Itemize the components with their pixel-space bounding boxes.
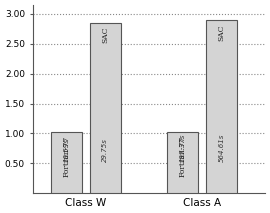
- Text: 197.37s: 197.37s: [180, 134, 186, 162]
- Bar: [51, 132, 82, 193]
- Text: SAC: SAC: [101, 27, 109, 43]
- Bar: [167, 132, 198, 193]
- Text: 10.59s: 10.59s: [63, 138, 70, 162]
- Text: Fortran-77: Fortran-77: [179, 136, 187, 177]
- Text: 564.61s: 564.61s: [218, 134, 225, 162]
- Bar: [90, 23, 121, 193]
- Text: Fortran-77: Fortran-77: [63, 136, 70, 177]
- Bar: [206, 20, 237, 193]
- Text: 29.75s: 29.75s: [102, 138, 108, 162]
- Text: SAC: SAC: [218, 24, 225, 40]
